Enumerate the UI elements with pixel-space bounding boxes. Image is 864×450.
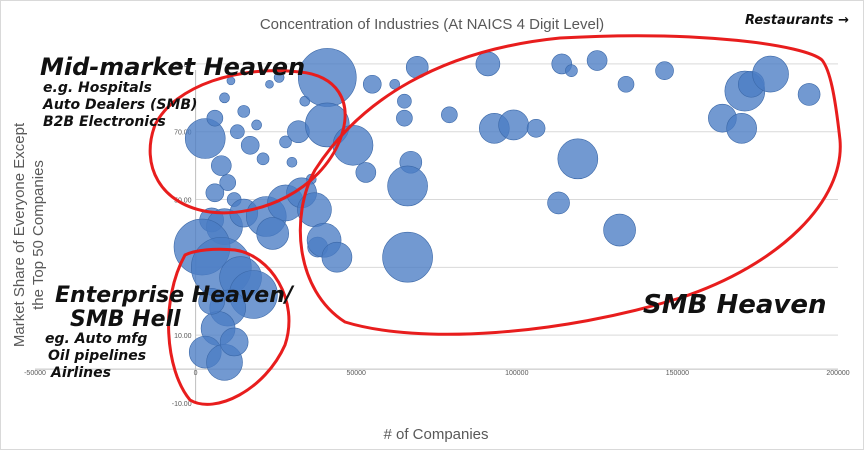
bubble-45 <box>362 74 382 94</box>
x-tick-label: 0 <box>194 370 198 377</box>
annotation-enterprise-line: eg. Auto mfg <box>45 331 147 347</box>
annotation-enterprise-line: Oil pipelines <box>48 348 146 364</box>
annotation-enterprise-line: SMB Hell <box>70 307 181 332</box>
bubble-54 <box>475 51 501 77</box>
bubble-41 <box>219 327 249 357</box>
x-tick-label: 50000 <box>346 370 366 377</box>
bubble-5 <box>237 105 251 118</box>
bubble-6 <box>240 135 260 155</box>
annotation-restaurants-line: Restaurants → <box>745 13 849 28</box>
bubble-29 <box>256 217 289 250</box>
bubble-1 <box>206 109 224 127</box>
bubble-8 <box>256 152 270 166</box>
bubble-60 <box>557 138 599 180</box>
x-tick-label: 200000 <box>826 370 849 377</box>
bubble-51 <box>382 231 433 283</box>
mid-market-ring <box>148 69 347 215</box>
bubble-series <box>173 48 821 381</box>
annotation-smb-line: SMB Heaven <box>643 290 827 320</box>
chart-title: Concentration of Industries (At NAICS 4 … <box>260 16 604 33</box>
bubble-67 <box>726 113 757 144</box>
x-tick-label: 100000 <box>505 370 528 377</box>
annotation-mid-market-line: B2B Electronics <box>43 114 166 130</box>
bubble-9 <box>265 79 274 89</box>
x-axis-title: # of Companies <box>383 426 488 443</box>
bubble-10 <box>273 72 285 83</box>
bubble-11 <box>279 135 292 149</box>
chart-labels: Concentration of Industries (At NAICS 4 … <box>11 16 604 443</box>
bubble-71 <box>797 83 821 106</box>
bubble-47 <box>397 93 412 109</box>
bubble-57 <box>526 119 546 138</box>
bubble-18 <box>210 155 232 176</box>
bubble-65 <box>655 61 674 80</box>
bubble-0 <box>184 118 226 159</box>
y-axis-title-line: Market Share of Everyone Except <box>11 122 28 347</box>
annotation-enterprise-line: Enterprise Heaven/ <box>55 283 295 308</box>
bubble-61 <box>547 191 570 215</box>
bubble-20 <box>205 183 225 203</box>
y-tick-label: -10.00 <box>172 401 192 408</box>
y-tick-label: 90.00 <box>174 62 192 69</box>
bubble-53 <box>441 106 458 124</box>
annotation-mid-market-line: e.g. Hospitals <box>43 80 152 96</box>
y-tick-label: 10.00 <box>174 333 192 340</box>
bubble-16 <box>297 48 357 107</box>
x-tick-label: -50000 <box>24 370 46 377</box>
bubble-42 <box>198 287 225 315</box>
bubble-50 <box>387 165 428 207</box>
bubble-32 <box>321 241 353 273</box>
bubble-56 <box>498 109 529 141</box>
smb-heaven-ring <box>298 34 842 336</box>
bubble-4 <box>230 124 245 140</box>
bubble-64 <box>617 75 635 93</box>
y-axis-title-line: the Top 50 Companies <box>30 160 47 310</box>
annotation-mid-market-line: Auto Dealers (SMB) <box>42 97 197 113</box>
bubble-62 <box>586 50 608 71</box>
bubble-12 <box>286 156 298 168</box>
annotation-mid-market-line: Mid-market Heaven <box>40 53 305 81</box>
bubble-2 <box>219 92 230 104</box>
annotation-enterprise-line: Airlines <box>50 365 111 381</box>
bubble-59 <box>565 64 578 77</box>
bubble-70 <box>752 55 789 93</box>
y-tick-label: 50.00 <box>174 198 192 205</box>
enterprise-ring <box>167 247 291 406</box>
bubble-44 <box>355 162 377 183</box>
bubble-19 <box>219 174 237 191</box>
bubble-63 <box>603 213 636 247</box>
annotation-rings <box>148 34 842 406</box>
y-axis-title: Market Share of Everyone Except the Top 5… <box>11 122 47 347</box>
bubble-7 <box>251 119 262 131</box>
x-tick-label: 150000 <box>666 370 689 377</box>
y-tick-label: 70.00 <box>174 130 192 137</box>
bubble-48 <box>396 109 413 127</box>
